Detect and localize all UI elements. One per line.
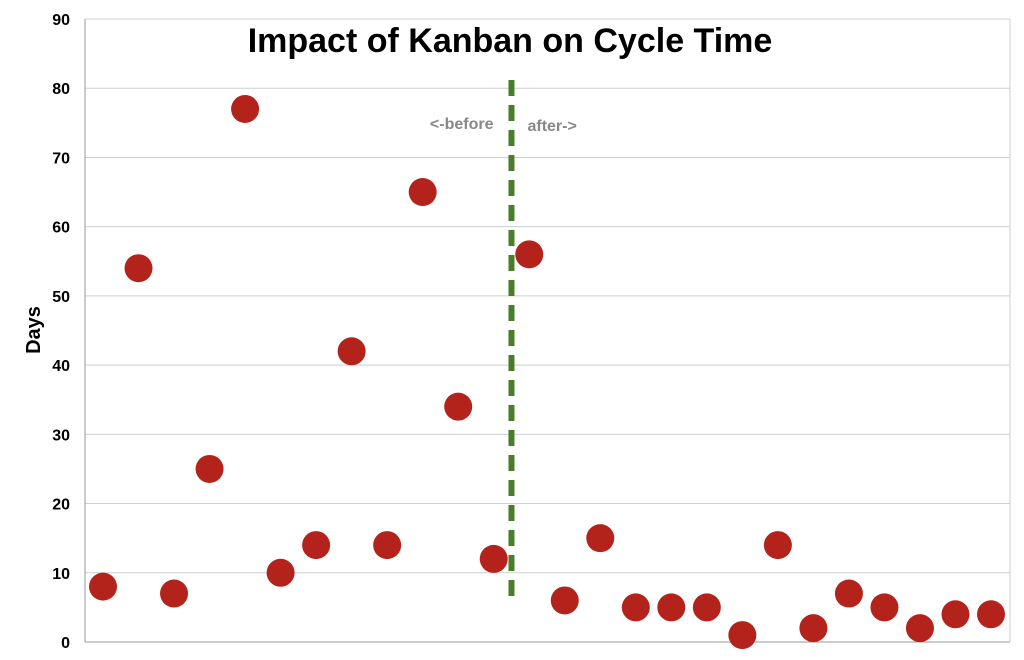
data-point xyxy=(124,254,153,283)
data-point xyxy=(337,337,366,366)
data-point xyxy=(231,94,260,123)
data-point xyxy=(905,614,934,643)
data-point xyxy=(834,579,863,608)
y-tick-label: 30 xyxy=(52,427,70,444)
y-axis-label: Days xyxy=(23,306,45,354)
data-point xyxy=(621,593,650,622)
data-point xyxy=(799,614,828,643)
data-point xyxy=(763,531,792,560)
y-tick-label: 50 xyxy=(52,289,70,306)
data-points xyxy=(89,94,1005,650)
data-point xyxy=(302,531,331,560)
data-point xyxy=(408,178,437,207)
data-point xyxy=(728,621,757,650)
data-point xyxy=(266,558,295,587)
data-point xyxy=(444,392,473,421)
data-point xyxy=(195,454,224,483)
before-annotation: <-before xyxy=(430,116,494,133)
data-point xyxy=(586,524,615,553)
data-point xyxy=(550,586,579,615)
data-point xyxy=(479,544,508,573)
y-tick-label: 60 xyxy=(52,220,70,237)
y-tick-label: 80 xyxy=(52,81,70,98)
data-point xyxy=(692,593,721,622)
y-tick-label: 10 xyxy=(52,566,70,583)
y-tick-label: 40 xyxy=(52,358,70,375)
data-point xyxy=(977,600,1005,629)
data-point xyxy=(870,593,899,622)
chart-title: Impact of Kanban on Cycle Time xyxy=(248,22,773,60)
after-annotation: after-> xyxy=(527,118,576,135)
y-tick-label: 70 xyxy=(52,150,70,167)
data-point xyxy=(89,572,117,601)
y-tick-label: 90 xyxy=(52,12,70,29)
data-point xyxy=(373,531,402,560)
data-point xyxy=(515,240,544,269)
y-tick-labels: 0 10 20 30 40 50 60 70 80 90 xyxy=(52,12,70,652)
data-point xyxy=(941,600,970,629)
y-tick-label: 0 xyxy=(61,635,70,652)
data-point xyxy=(657,593,686,622)
data-point xyxy=(160,579,189,608)
y-tick-label: 20 xyxy=(52,497,70,514)
gridlines xyxy=(84,18,1011,643)
